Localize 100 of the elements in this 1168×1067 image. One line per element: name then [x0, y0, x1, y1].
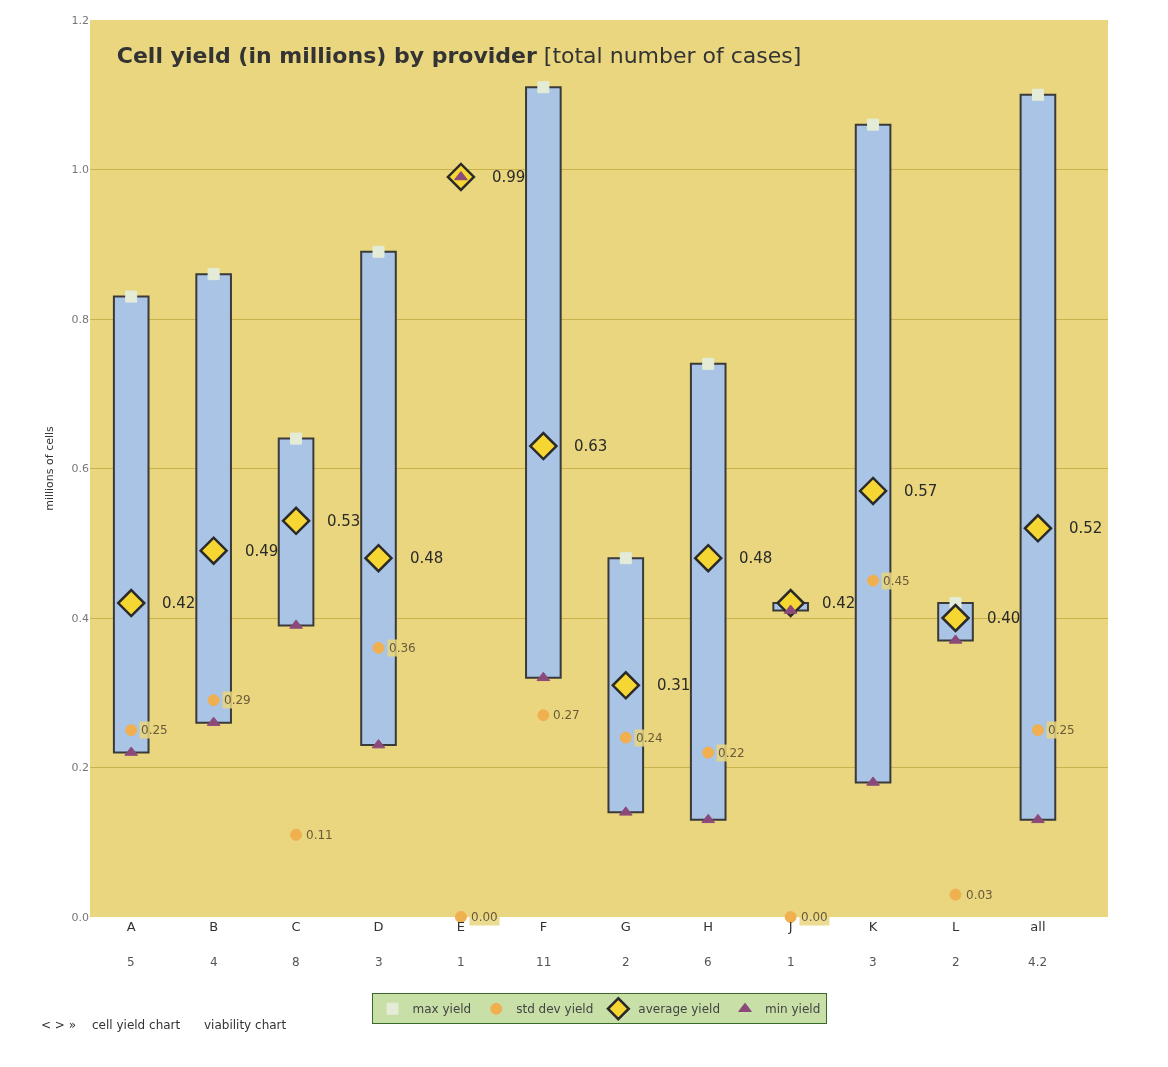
point [529, 431, 558, 461]
y-tick-label: 1.2 [71, 13, 89, 27]
text: 11 [536, 955, 552, 969]
point [207, 694, 220, 707]
point [281, 506, 311, 536]
text: < > » [41, 1018, 77, 1032]
point [1031, 88, 1044, 101]
text: Cell yield (in millions) by provider [116, 43, 537, 69]
x-tick-label: G [620, 919, 631, 934]
point [619, 552, 632, 565]
point [454, 911, 467, 923]
data-label: 0.29 [224, 693, 251, 707]
text: 4 [210, 955, 218, 969]
data-label: 0.36 [389, 641, 416, 655]
y-tick-label: 0.8 [71, 312, 89, 326]
data-label: 0.00 [801, 910, 828, 924]
y-tick-label: 0.6 [71, 462, 89, 476]
point [116, 588, 146, 618]
data-label: 0.03 [966, 888, 993, 902]
data-label: 0.57 [904, 482, 938, 500]
x-tick-label: B [209, 919, 219, 934]
data-label: 0.49 [245, 542, 279, 560]
point [372, 641, 385, 654]
point [702, 746, 715, 759]
data-label: 0.24 [636, 731, 663, 745]
x-tick-label: L [951, 919, 960, 934]
point [693, 543, 723, 573]
x-tick-label: F [539, 919, 548, 934]
x-tick-label: K [868, 919, 878, 934]
data-label: 0.00 [471, 910, 498, 924]
legend-label: max yield [412, 1002, 472, 1017]
text: viability chart [204, 1018, 287, 1032]
y-tick-label: 1.0 [71, 163, 89, 177]
bar [277, 437, 315, 627]
data-label: 0.11 [306, 828, 333, 842]
text: 5 [127, 955, 135, 969]
data-label: 0.48 [410, 549, 444, 567]
point [289, 619, 303, 629]
point [125, 290, 138, 303]
point [949, 888, 962, 901]
point [702, 357, 715, 370]
data-label: 0.25 [1048, 723, 1075, 737]
x-tick-label: H [703, 919, 714, 934]
data-label: 0.53 [327, 512, 361, 530]
bar [525, 86, 562, 679]
point [701, 813, 716, 824]
point [867, 574, 880, 587]
point [290, 828, 303, 841]
text: cell yield chart [92, 1018, 181, 1032]
text: 1 [787, 955, 795, 969]
point [1023, 514, 1053, 543]
data-label: 0.63 [574, 437, 608, 455]
y-axis-title: millions of cells [43, 425, 57, 511]
point [867, 118, 880, 131]
point [199, 536, 228, 565]
point [866, 776, 880, 786]
data-label: 0.31 [657, 676, 691, 694]
text: 2 [622, 955, 630, 969]
point [537, 81, 550, 94]
point [125, 724, 138, 737]
text: 8 [292, 955, 300, 969]
point [784, 911, 797, 923]
x-tick-label: all [1030, 919, 1046, 934]
text: 3 [375, 955, 383, 969]
legend-label: min yield [765, 1002, 821, 1017]
data-label: 0.48 [739, 549, 773, 567]
point [372, 245, 385, 258]
data-label: 0.25 [141, 723, 168, 737]
point [611, 671, 641, 700]
text: [total number of cases] [543, 43, 802, 69]
point [290, 432, 303, 445]
text: 4.2 [1028, 955, 1048, 969]
text: 2 [952, 955, 960, 969]
x-tick-label: D [373, 919, 384, 934]
point [1031, 724, 1044, 737]
legend-label: average yield [638, 1002, 721, 1017]
text: 1 [457, 955, 465, 969]
y-tick-label: 0.0 [71, 910, 89, 924]
data-label: 0.42 [162, 594, 196, 612]
y-tick-label: 0.4 [71, 611, 89, 625]
text: 3 [869, 955, 877, 969]
point [536, 671, 551, 682]
data-label: 0.42 [822, 594, 856, 612]
x-tick-label: E [456, 919, 466, 934]
point [207, 268, 220, 281]
x-tick-label: J [787, 919, 793, 934]
point [858, 476, 888, 506]
y-tick-label: 0.2 [71, 761, 89, 775]
data-label: 0.27 [553, 708, 580, 722]
data-label: 0.52 [1069, 519, 1103, 537]
text: 6 [704, 955, 712, 969]
point [364, 543, 393, 573]
x-tick-label: C [291, 919, 301, 934]
legend-label: std dev yield [516, 1002, 594, 1017]
point [537, 709, 550, 722]
data-label: 0.22 [718, 746, 745, 760]
data-label: 0.99 [492, 168, 526, 186]
data-label: 0.40 [987, 609, 1021, 627]
point [619, 731, 632, 744]
point [1031, 813, 1045, 824]
